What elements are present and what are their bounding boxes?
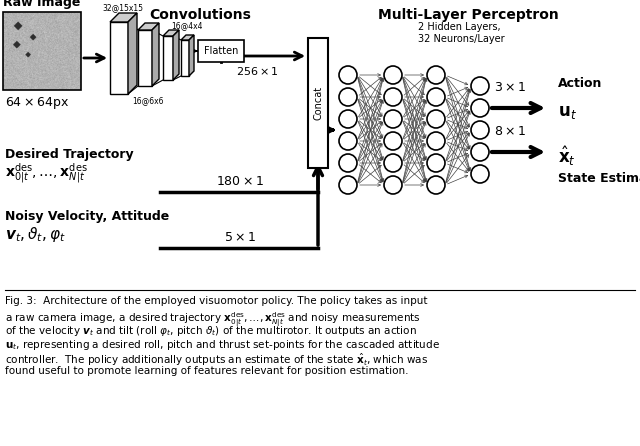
Text: of the velocity $\boldsymbol{v}_t$ and tilt (roll $\varphi_t$, pitch $\vartheta_: of the velocity $\boldsymbol{v}_t$ and t… [5,324,417,338]
Circle shape [427,154,445,172]
Text: 16@6x6: 16@6x6 [132,96,164,105]
Text: Convolutions: Convolutions [149,8,251,22]
Text: $5 \times 1$: $5 \times 1$ [224,231,256,244]
Circle shape [384,154,402,172]
Text: 2 Hidden Layers,
32 Neurons/Layer: 2 Hidden Layers, 32 Neurons/Layer [418,22,504,44]
Circle shape [339,66,357,84]
Polygon shape [152,23,159,86]
Circle shape [384,66,402,84]
Text: Noisy Velocity, Attitude: Noisy Velocity, Attitude [5,210,169,223]
Text: Flatten: Flatten [204,46,238,56]
Text: Multi-Layer Perceptron: Multi-Layer Perceptron [378,8,558,22]
Circle shape [384,110,402,128]
Circle shape [471,143,489,161]
Circle shape [427,132,445,150]
Text: found useful to promote learning of features relevant for position estimation.: found useful to promote learning of feat… [5,366,408,376]
Text: $8 \times 1$: $8 \times 1$ [494,125,526,138]
Circle shape [471,121,489,139]
Bar [3,12,81,90]
Text: $\mathbf{u}_t$: $\mathbf{u}_t$ [558,103,577,121]
Polygon shape [189,35,194,76]
Text: Desired Trajectory: Desired Trajectory [5,148,134,161]
Circle shape [339,88,357,106]
Text: Fig. 3:  Architecture of the employed visuomotor policy. The policy takes as inp: Fig. 3: Architecture of the employed vis… [5,296,428,306]
Polygon shape [110,13,137,22]
Bar [308,38,328,168]
Circle shape [384,132,402,150]
Circle shape [339,132,357,150]
Circle shape [339,110,357,128]
Circle shape [427,88,445,106]
Circle shape [427,66,445,84]
Polygon shape [138,23,159,30]
Text: 32@15x15: 32@15x15 [102,3,143,12]
Polygon shape [173,30,179,80]
Circle shape [471,77,489,95]
Text: $256 \times 1$: $256 \times 1$ [236,65,279,77]
Circle shape [339,176,357,194]
Text: $64 \times 64$px: $64 \times 64$px [5,95,69,111]
Text: a raw camera image, a desired trajectory $\mathbf{x}^{\mathrm{des}}_{0|t},\ldots: a raw camera image, a desired trajectory… [5,310,421,329]
Text: Action: Action [558,77,602,90]
Text: 16@4x4: 16@4x4 [172,21,203,30]
Text: $3 \times 1$: $3 \times 1$ [494,81,526,94]
Text: State Estimate: State Estimate [558,172,640,185]
Text: $180 \times 1$: $180 \times 1$ [216,175,264,188]
Polygon shape [181,35,194,40]
Bar [110,22,128,94]
Text: $\mathbf{u}_t$, representing a desired roll, pitch and thrust set-points for the: $\mathbf{u}_t$, representing a desired r… [5,338,440,352]
Circle shape [384,176,402,194]
Circle shape [427,110,445,128]
Bar [163,36,173,80]
Text: $\boldsymbol{v}_t, \vartheta_t, \varphi_t$: $\boldsymbol{v}_t, \vartheta_t, \varphi_… [5,225,66,244]
Bar [198,40,244,62]
Circle shape [427,176,445,194]
Text: $\mathbf{x}^{\mathrm{des}}_{0|t}, \ldots, \mathbf{x}^{\mathrm{des}}_{N|t}$: $\mathbf{x}^{\mathrm{des}}_{0|t}, \ldots… [5,162,88,186]
Polygon shape [163,30,179,36]
Bar [181,40,189,76]
Circle shape [384,88,402,106]
Text: Concat: Concat [313,86,323,120]
Circle shape [339,154,357,172]
Circle shape [471,165,489,183]
Circle shape [471,99,489,117]
Text: Raw Image: Raw Image [3,0,81,9]
Text: $\hat{\mathbf{x}}_t$: $\hat{\mathbf{x}}_t$ [558,144,576,168]
Text: controller.  The policy additionally outputs an estimate of the state $\hat{\mat: controller. The policy additionally outp… [5,352,428,368]
Bar [138,30,152,86]
Polygon shape [128,13,137,94]
